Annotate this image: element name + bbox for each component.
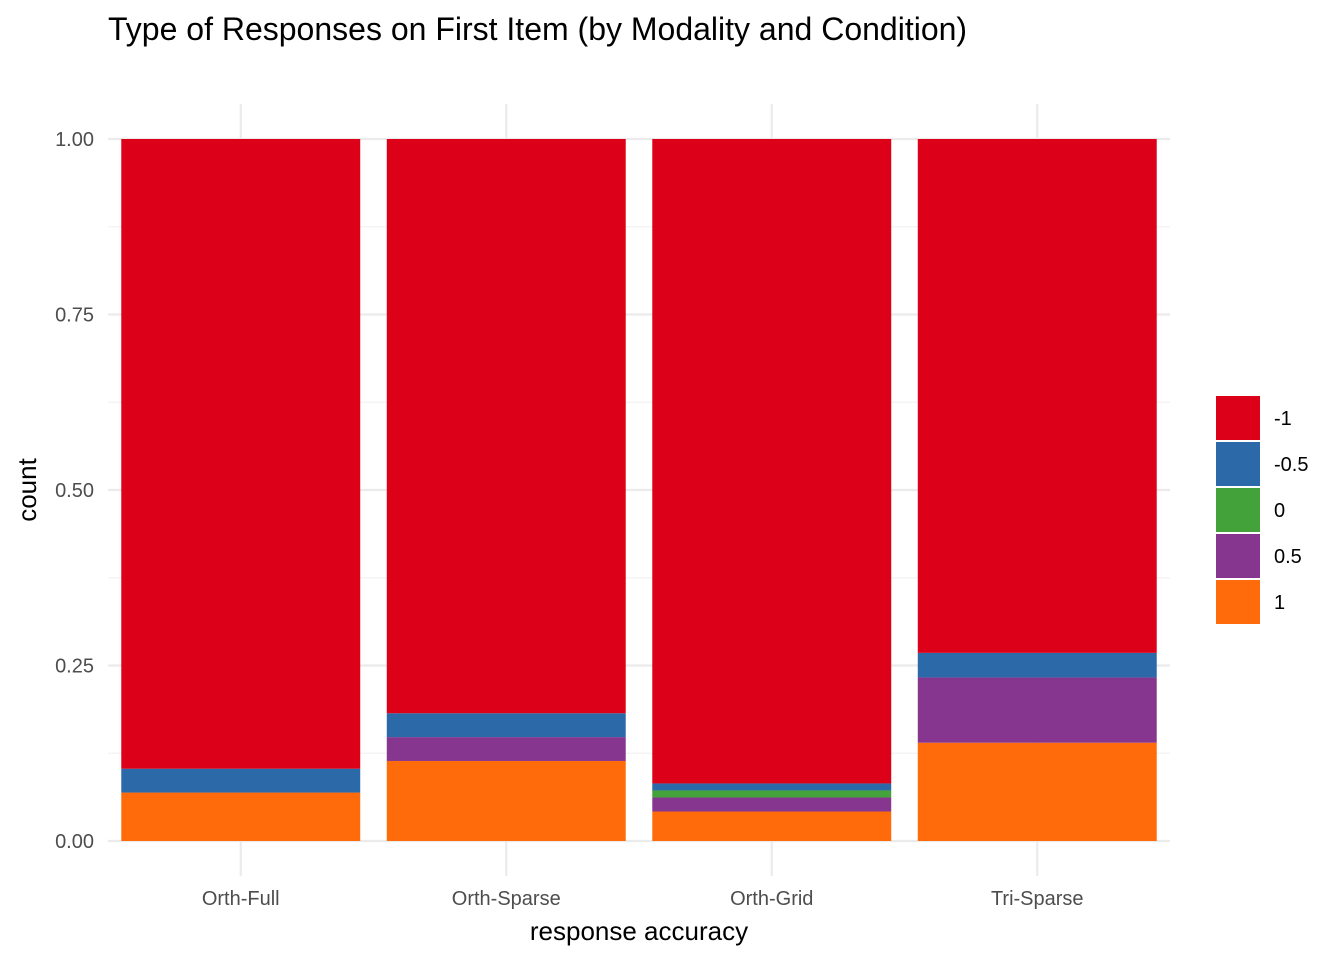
legend-key--0.5 [1216, 442, 1260, 486]
bar-segment-orth-sparse--1 [386, 139, 626, 714]
y-tick-label: 0.50 [55, 480, 94, 502]
x-tick-label: Orth-Full [202, 888, 280, 910]
legend-key-0.5 [1216, 534, 1260, 578]
x-axis-ticks: Orth-Full Orth-Sparse Orth-Grid Tri-Sparse [202, 888, 1084, 910]
bar-segment-orth-grid-1 [652, 811, 892, 841]
x-axis-title: response accuracy [530, 916, 748, 946]
y-axis-ticks: 0.00 0.25 0.50 0.75 1.00 [55, 129, 94, 853]
legend-label: 1 [1274, 592, 1285, 614]
legend-label: -1 [1274, 408, 1292, 430]
legend-label: -0.5 [1274, 454, 1308, 476]
bar-segment-orth-full--0.5 [121, 768, 361, 793]
bar-segment-orth-grid-0 [652, 790, 892, 798]
legend-key-1 [1216, 580, 1260, 624]
legend-label: 0 [1274, 500, 1285, 522]
y-tick-label: 0.00 [55, 831, 94, 853]
legend-key--1 [1216, 396, 1260, 440]
chart-title: Type of Responses on First Item (by Moda… [108, 11, 967, 47]
bar-segment-orth-sparse-1 [386, 760, 626, 841]
x-tick-label: Tri-Sparse [991, 888, 1084, 910]
bar-segment-orth-full-1 [121, 792, 361, 841]
legend: -1 -0.5 0 0.5 1 [1216, 396, 1308, 624]
y-axis-title: count [12, 457, 42, 521]
x-tick-label: Orth-Sparse [452, 888, 561, 910]
bars-layer [121, 139, 1157, 841]
x-tick-label: Orth-Grid [730, 888, 813, 910]
bar-segment-orth-full--1 [121, 139, 361, 769]
y-tick-label: 1.00 [55, 129, 94, 151]
bar-segment-orth-grid-0.5 [652, 797, 892, 812]
bar-segment-tri-sparse--0.5 [917, 652, 1157, 678]
legend-label: 0.5 [1274, 546, 1302, 568]
y-tick-label: 0.25 [55, 656, 94, 678]
legend-key-0 [1216, 488, 1260, 532]
bar-segment-tri-sparse-1 [917, 742, 1157, 841]
y-tick-label: 0.75 [55, 305, 94, 327]
bar-segment-tri-sparse--1 [917, 139, 1157, 653]
bar-segment-orth-grid--1 [652, 139, 892, 784]
bar-segment-orth-sparse--0.5 [386, 713, 626, 738]
bar-segment-tri-sparse-0.5 [917, 677, 1157, 743]
bar-segment-orth-sparse-0.5 [386, 737, 626, 761]
bar-segment-orth-grid--0.5 [652, 783, 892, 791]
